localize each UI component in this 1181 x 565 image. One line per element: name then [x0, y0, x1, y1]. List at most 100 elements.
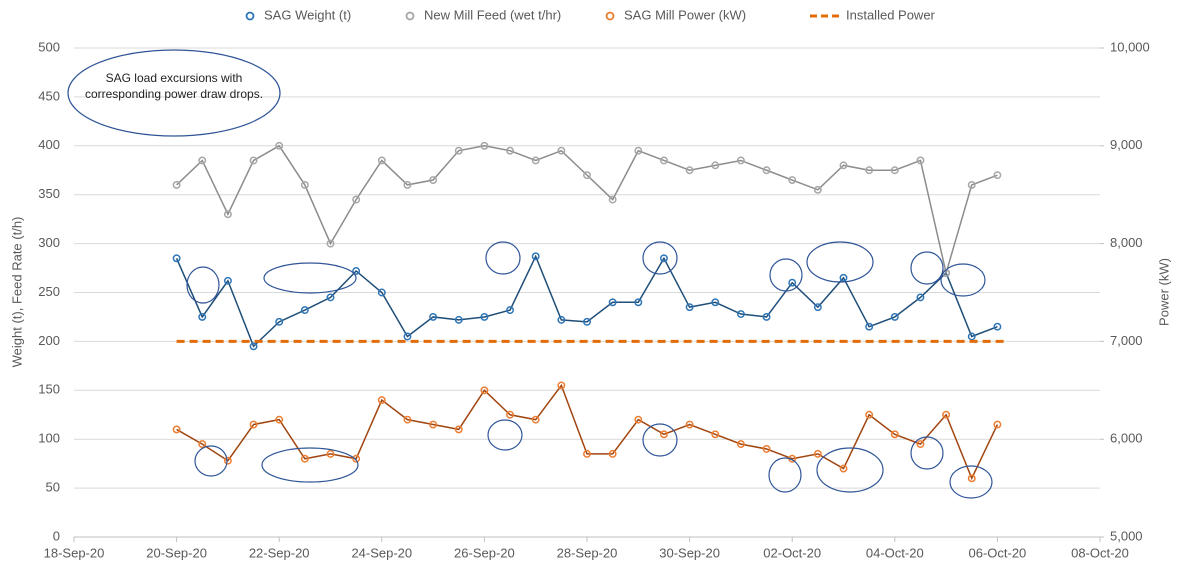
- y-axis-title: Weight (t), Feed Rate (t/h): [9, 217, 24, 368]
- data-point: [839, 161, 848, 170]
- data-point: [813, 449, 822, 458]
- data-point: [198, 156, 207, 165]
- annotation-ellipse: [67, 49, 281, 137]
- data-point: [865, 322, 874, 331]
- x-tick-label: 08-Oct-20: [1071, 545, 1129, 560]
- data-point: [480, 313, 489, 321]
- data-point: [711, 298, 720, 307]
- data-point: [326, 239, 335, 248]
- data-point: [275, 141, 284, 150]
- highlight: [940, 263, 986, 297]
- data-point: [993, 322, 1002, 331]
- y-tick-label: 0: [53, 528, 60, 543]
- legend-label: New Mill Feed (wet t/hr): [424, 7, 561, 22]
- data-point: [172, 180, 181, 189]
- y-tick-label: 500: [38, 39, 60, 54]
- y2-tick-label: 5,000: [1110, 528, 1143, 543]
- data-point: [890, 313, 899, 321]
- data-point: [634, 298, 643, 307]
- data-point: [275, 415, 284, 424]
- data-point: [557, 381, 566, 390]
- y2-tick-label: 6,000: [1110, 431, 1143, 446]
- highlight: [769, 258, 803, 292]
- data-point: [993, 171, 1002, 180]
- y-tick-label: 250: [38, 284, 60, 299]
- data-point: [660, 156, 668, 165]
- data-point: [685, 303, 694, 312]
- data-point: [300, 454, 309, 463]
- data-point: [403, 332, 412, 341]
- data-point: [736, 440, 745, 449]
- highlight: [910, 251, 944, 285]
- y-tick-label: 200: [38, 333, 60, 348]
- data-point: [916, 293, 925, 302]
- data-point: [300, 306, 309, 315]
- data-point: [865, 166, 874, 175]
- data-point: [736, 156, 745, 165]
- x-tick-label: 20-Sep-20: [146, 545, 207, 560]
- data-point: [711, 161, 720, 170]
- highlight: [806, 241, 874, 283]
- y2-tick-label: 7,000: [1110, 333, 1143, 348]
- data-point: [736, 310, 745, 318]
- data-point: [685, 166, 694, 175]
- data-point: [172, 425, 181, 434]
- data-point: [660, 254, 668, 263]
- data-point: [685, 420, 694, 429]
- data-point: [300, 180, 309, 189]
- data-point: [967, 180, 976, 189]
- x-tick-label: 28-Sep-20: [557, 545, 618, 560]
- highlight: [642, 423, 678, 457]
- data-point: [583, 171, 591, 180]
- data-point: [608, 449, 617, 458]
- x-tick-label: 02-Oct-20: [763, 545, 821, 560]
- data-point: [916, 156, 925, 165]
- y-tick-label: 50: [46, 480, 60, 495]
- y2-tick-label: 10,000: [1110, 39, 1150, 54]
- data-point: [223, 276, 232, 285]
- data-point: [506, 306, 514, 315]
- data-point: [762, 166, 771, 175]
- data-point: [788, 176, 797, 184]
- x-tick-label: 18-Sep-20: [44, 545, 105, 560]
- data-point: [454, 315, 463, 324]
- highlight: [485, 241, 521, 275]
- highlight: [261, 447, 359, 483]
- data-point: [223, 456, 232, 465]
- data-point: [583, 449, 591, 458]
- data-point: [377, 396, 386, 405]
- data-point: [429, 420, 438, 429]
- data-point: [480, 386, 489, 395]
- data-point: [916, 440, 925, 449]
- data-point: [403, 415, 412, 424]
- legend-label: SAG Weight (t): [264, 7, 351, 22]
- data-point: [839, 464, 848, 473]
- y-tick-label: 450: [38, 88, 60, 103]
- highlight: [816, 447, 884, 493]
- data-point: [608, 298, 617, 307]
- x-tick-label: 06-Oct-20: [968, 545, 1026, 560]
- highlight: [949, 465, 993, 499]
- y-tick-label: 300: [38, 235, 60, 250]
- highlight: [910, 436, 944, 470]
- data-point: [890, 430, 899, 439]
- data-point: [839, 273, 848, 282]
- x-tick-label: 22-Sep-20: [249, 545, 310, 560]
- data-point: [711, 430, 720, 439]
- data-point: [813, 303, 822, 312]
- highlight: [642, 241, 678, 275]
- data-point: [198, 440, 207, 449]
- data-point: [557, 315, 566, 324]
- legend-label: SAG Mill Power (kW): [624, 7, 746, 22]
- data-point: [480, 141, 489, 150]
- data-point: [531, 415, 540, 424]
- data-point: [454, 146, 463, 155]
- data-point: [198, 313, 207, 321]
- x-tick-label: 04-Oct-20: [866, 545, 924, 560]
- data-point: [249, 420, 258, 429]
- series-line: [175, 254, 998, 348]
- data-point: [326, 293, 335, 302]
- y-tick-label: 100: [38, 431, 60, 446]
- data-point: [429, 313, 438, 321]
- data-point: [377, 288, 386, 297]
